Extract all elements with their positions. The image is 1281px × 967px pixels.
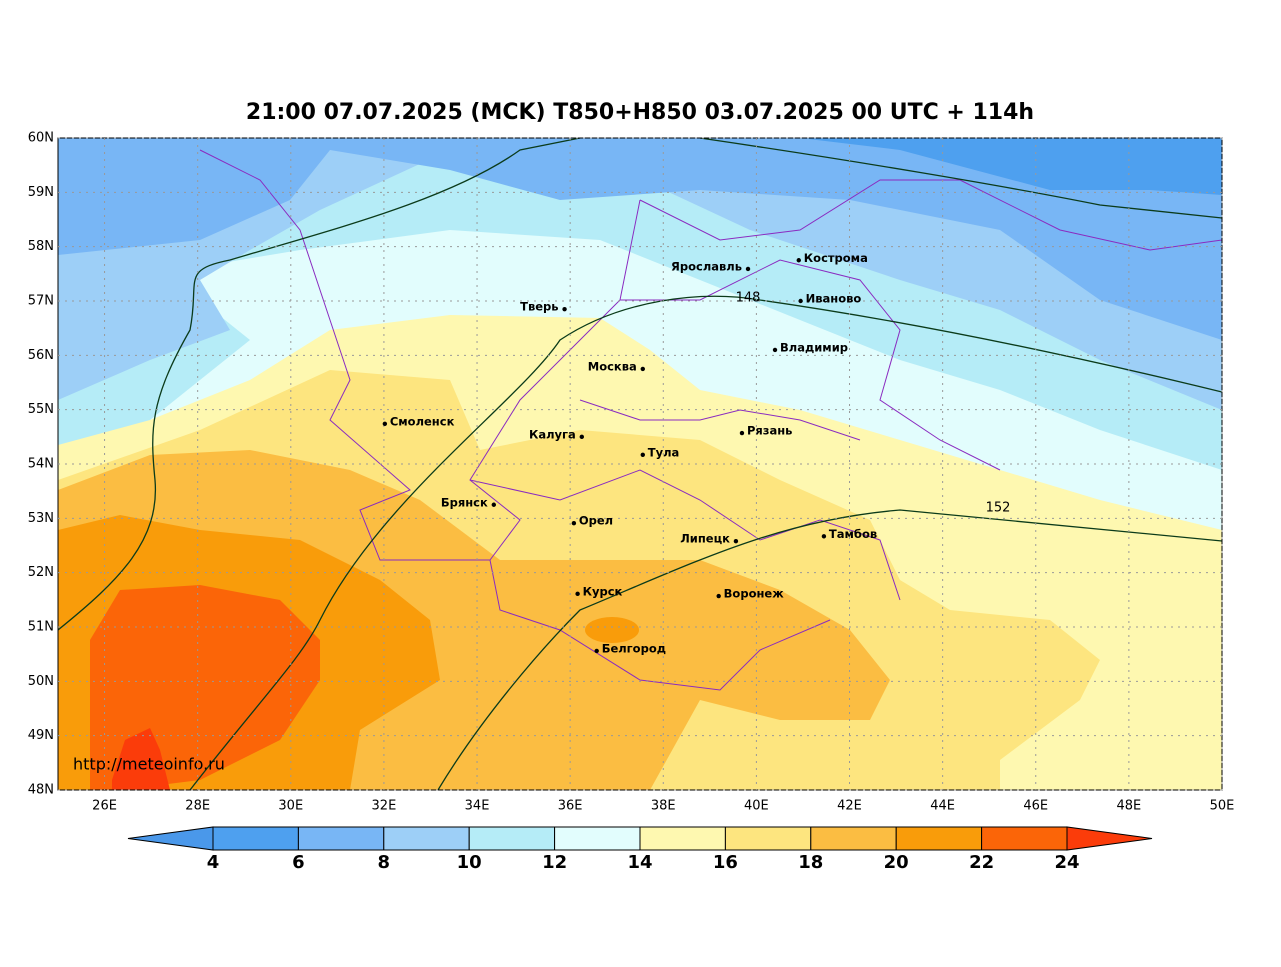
lon-label: 42E (837, 799, 862, 814)
colorbar-tick-label: 24 (1054, 852, 1079, 873)
city-dot (579, 434, 584, 440)
lat-label: 49N (28, 728, 54, 743)
borders (199, 149, 1222, 691)
city-dot (382, 421, 388, 426)
city-dot (575, 591, 580, 597)
lon-label: 46E (1023, 799, 1048, 814)
band (585, 617, 639, 643)
city-label: Белгород (602, 641, 666, 655)
city-label: Липецк (680, 532, 730, 546)
city-dot (733, 538, 739, 544)
band (800, 138, 1222, 195)
city-dot (594, 648, 599, 654)
lon-label: 36E (558, 799, 583, 814)
city-dot (772, 347, 778, 353)
lon-label: 26E (92, 799, 117, 814)
city-label: Воронеж (724, 587, 785, 601)
colorbar-box (724, 826, 812, 851)
lat-label: 56N (28, 348, 54, 363)
city-label: Курск (583, 584, 623, 598)
lat-label: 53N (28, 511, 54, 526)
colorbar-box (810, 826, 897, 851)
colorbar-tick-label: 10 (457, 852, 482, 873)
city-dot (745, 266, 751, 272)
lon-label: 34E (465, 799, 490, 814)
colorbar-box (297, 826, 385, 851)
city-dot (796, 258, 801, 263)
lat-label: 59N (28, 185, 54, 200)
colorbar-extend-high (1066, 826, 1153, 851)
lat-label: 50N (28, 674, 54, 689)
city-dot (821, 534, 827, 539)
colorbar-box (895, 826, 983, 851)
lat-label: 58N (28, 239, 54, 254)
city-dot (640, 366, 645, 372)
city-label: Владимир (780, 340, 848, 354)
lon-label: 28E (185, 799, 210, 814)
colorbar-box (212, 826, 299, 851)
city-dot (739, 430, 745, 436)
city-label: Рязань (747, 424, 792, 438)
source-link[interactable]: http://meteoinfo.ru (73, 755, 225, 774)
city-dot (798, 298, 803, 304)
colorbar-tick-label: 14 (627, 852, 652, 873)
city-label: Иваново (806, 292, 862, 306)
colorbar-box (981, 826, 1068, 851)
colorbar-box (383, 826, 470, 851)
colorbar-extend-low (127, 826, 214, 851)
isolines (58, 138, 1222, 790)
lat-label: 57N (28, 294, 54, 309)
city-dot (716, 593, 721, 599)
band (58, 138, 1222, 340)
lat-label: 48N (28, 783, 54, 798)
colorbar-box (468, 826, 556, 851)
city-label: Брянск (441, 495, 488, 509)
contour-label: 148 (736, 291, 761, 306)
city-label: Тверь (520, 300, 558, 314)
city-label: Ярославль (671, 259, 742, 273)
city-label: Тула (648, 445, 680, 459)
lon-label: 40E (744, 799, 769, 814)
colorbar-box (554, 826, 641, 851)
contour-label: 152 (986, 501, 1011, 516)
lon-label: 30E (278, 799, 303, 814)
lat-label: 55N (28, 402, 54, 417)
city-label: Смоленск (390, 414, 455, 428)
colorbar-tick-label: 18 (798, 852, 823, 873)
lon-label: 48E (1116, 799, 1141, 814)
city-label: Орел (579, 514, 613, 528)
lat-label: 51N (28, 620, 54, 635)
colorbar-box (639, 826, 726, 851)
city-label: Москва (588, 359, 637, 373)
colorbar-tick-label: 4 (207, 852, 220, 873)
city-dot (491, 502, 497, 507)
band (112, 728, 170, 790)
lat-label: 60N (28, 131, 54, 146)
lon-label: 38E (651, 799, 676, 814)
lon-label: 44E (930, 799, 955, 814)
city-label: Тамбов (829, 527, 877, 541)
title: 21:00 07.07.2025 (MCK) T850+H850 03.07.2… (246, 100, 1034, 125)
city-dot (562, 306, 567, 312)
city-dot (640, 452, 645, 457)
colorbar-tick-label: 12 (542, 852, 567, 873)
lat-label: 54N (28, 457, 54, 472)
city-label: Калуга (529, 427, 576, 441)
lon-label: 32E (372, 799, 397, 814)
colorbar-tick-label: 6 (292, 852, 305, 873)
colorbar-tick-label: 22 (969, 852, 994, 873)
colorbar-tick-label: 16 (713, 852, 738, 873)
lon-label: 50E (1210, 799, 1235, 814)
city-label: Кострома (804, 251, 868, 265)
lat-label: 52N (28, 565, 54, 580)
city-dot (571, 521, 577, 526)
colorbar-tick-label: 8 (378, 852, 391, 873)
colorbar-tick-label: 20 (884, 852, 909, 873)
